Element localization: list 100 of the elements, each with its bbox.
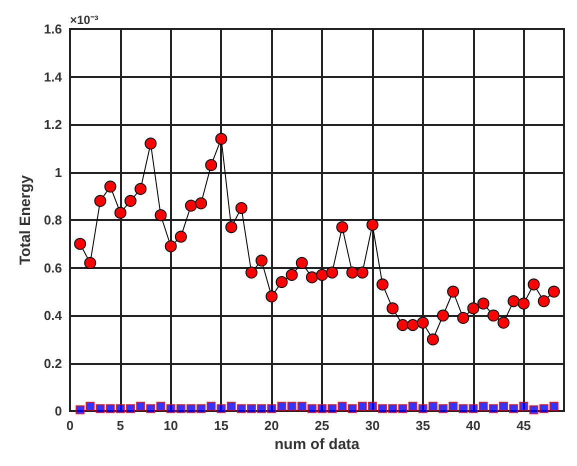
y-tick-label: 1 xyxy=(54,164,62,180)
point xyxy=(144,138,157,150)
point xyxy=(388,404,398,414)
point xyxy=(306,271,318,284)
x-tick-label: 0 xyxy=(66,418,74,433)
y-tick-label: 1.6 xyxy=(44,22,62,36)
point xyxy=(418,404,428,414)
x-tick-label: 25 xyxy=(314,418,330,433)
x-tick-label: 5 xyxy=(116,418,124,433)
point xyxy=(287,402,296,411)
point xyxy=(256,254,268,267)
point xyxy=(134,182,147,195)
point xyxy=(94,194,106,207)
point xyxy=(124,194,136,207)
point xyxy=(438,404,448,414)
point xyxy=(386,302,399,314)
point xyxy=(246,404,256,414)
y-tick-label: 1.2 xyxy=(44,117,62,132)
point xyxy=(396,319,409,332)
point xyxy=(96,404,105,414)
point xyxy=(225,221,238,234)
point xyxy=(236,404,246,414)
point xyxy=(487,310,500,322)
point xyxy=(356,266,368,279)
point xyxy=(477,298,490,310)
point xyxy=(519,402,528,411)
point xyxy=(447,286,460,298)
point xyxy=(326,266,338,279)
point xyxy=(86,402,95,411)
point xyxy=(297,402,306,411)
point xyxy=(146,404,156,414)
point xyxy=(368,402,377,411)
x-tick-label: 35 xyxy=(416,418,430,433)
point xyxy=(286,268,298,281)
point xyxy=(499,402,508,411)
y-tick-label: 0.4 xyxy=(44,308,63,323)
point xyxy=(358,402,367,411)
y-tick-label: 0.2 xyxy=(44,356,62,371)
point xyxy=(348,404,357,414)
y-tick-label: 0 xyxy=(54,404,62,418)
point xyxy=(296,256,308,269)
point xyxy=(166,404,176,414)
point xyxy=(428,402,438,411)
point xyxy=(376,278,389,290)
point xyxy=(346,266,358,279)
point xyxy=(378,404,388,414)
point xyxy=(408,402,418,411)
point xyxy=(276,276,288,288)
point xyxy=(84,256,96,269)
x-tick-label: 40 xyxy=(466,418,480,433)
point xyxy=(104,180,116,193)
y-tick-label: 1.4 xyxy=(44,69,63,84)
point xyxy=(226,402,236,411)
x-axis-title: num of data xyxy=(274,436,360,453)
point xyxy=(106,404,115,414)
point xyxy=(508,295,520,308)
point xyxy=(406,319,419,332)
point xyxy=(205,159,218,172)
point xyxy=(195,197,208,210)
point xyxy=(74,238,86,250)
x-tick-label: 10 xyxy=(164,418,178,433)
point xyxy=(206,402,216,411)
point xyxy=(114,206,126,219)
point xyxy=(448,402,458,411)
x-tick-label: 20 xyxy=(264,418,279,433)
point xyxy=(468,404,478,414)
point xyxy=(548,286,560,298)
point xyxy=(336,221,348,234)
point xyxy=(509,404,518,414)
point xyxy=(338,402,347,411)
point xyxy=(76,405,85,414)
point xyxy=(316,268,328,281)
x-tick-label: 15 xyxy=(214,418,228,433)
point xyxy=(437,310,450,322)
point xyxy=(318,404,327,414)
point xyxy=(457,312,470,324)
point xyxy=(257,404,266,414)
point xyxy=(328,404,337,414)
point xyxy=(156,402,166,411)
point xyxy=(539,404,548,414)
point xyxy=(478,402,488,411)
point xyxy=(126,404,135,414)
point xyxy=(467,302,480,314)
point xyxy=(488,404,498,414)
x-tick-label: 45 xyxy=(516,418,531,433)
point xyxy=(154,209,167,222)
point xyxy=(176,404,186,414)
y-tick-label: 0.6 xyxy=(44,260,62,276)
point xyxy=(549,402,558,411)
point xyxy=(196,404,206,414)
x-tick-label: 30 xyxy=(365,418,380,433)
point xyxy=(116,404,125,414)
point xyxy=(277,402,286,411)
point xyxy=(538,295,550,308)
point xyxy=(245,266,258,279)
point xyxy=(518,298,530,310)
point xyxy=(307,404,316,414)
point xyxy=(216,404,226,414)
point xyxy=(366,218,378,231)
point xyxy=(498,316,510,329)
